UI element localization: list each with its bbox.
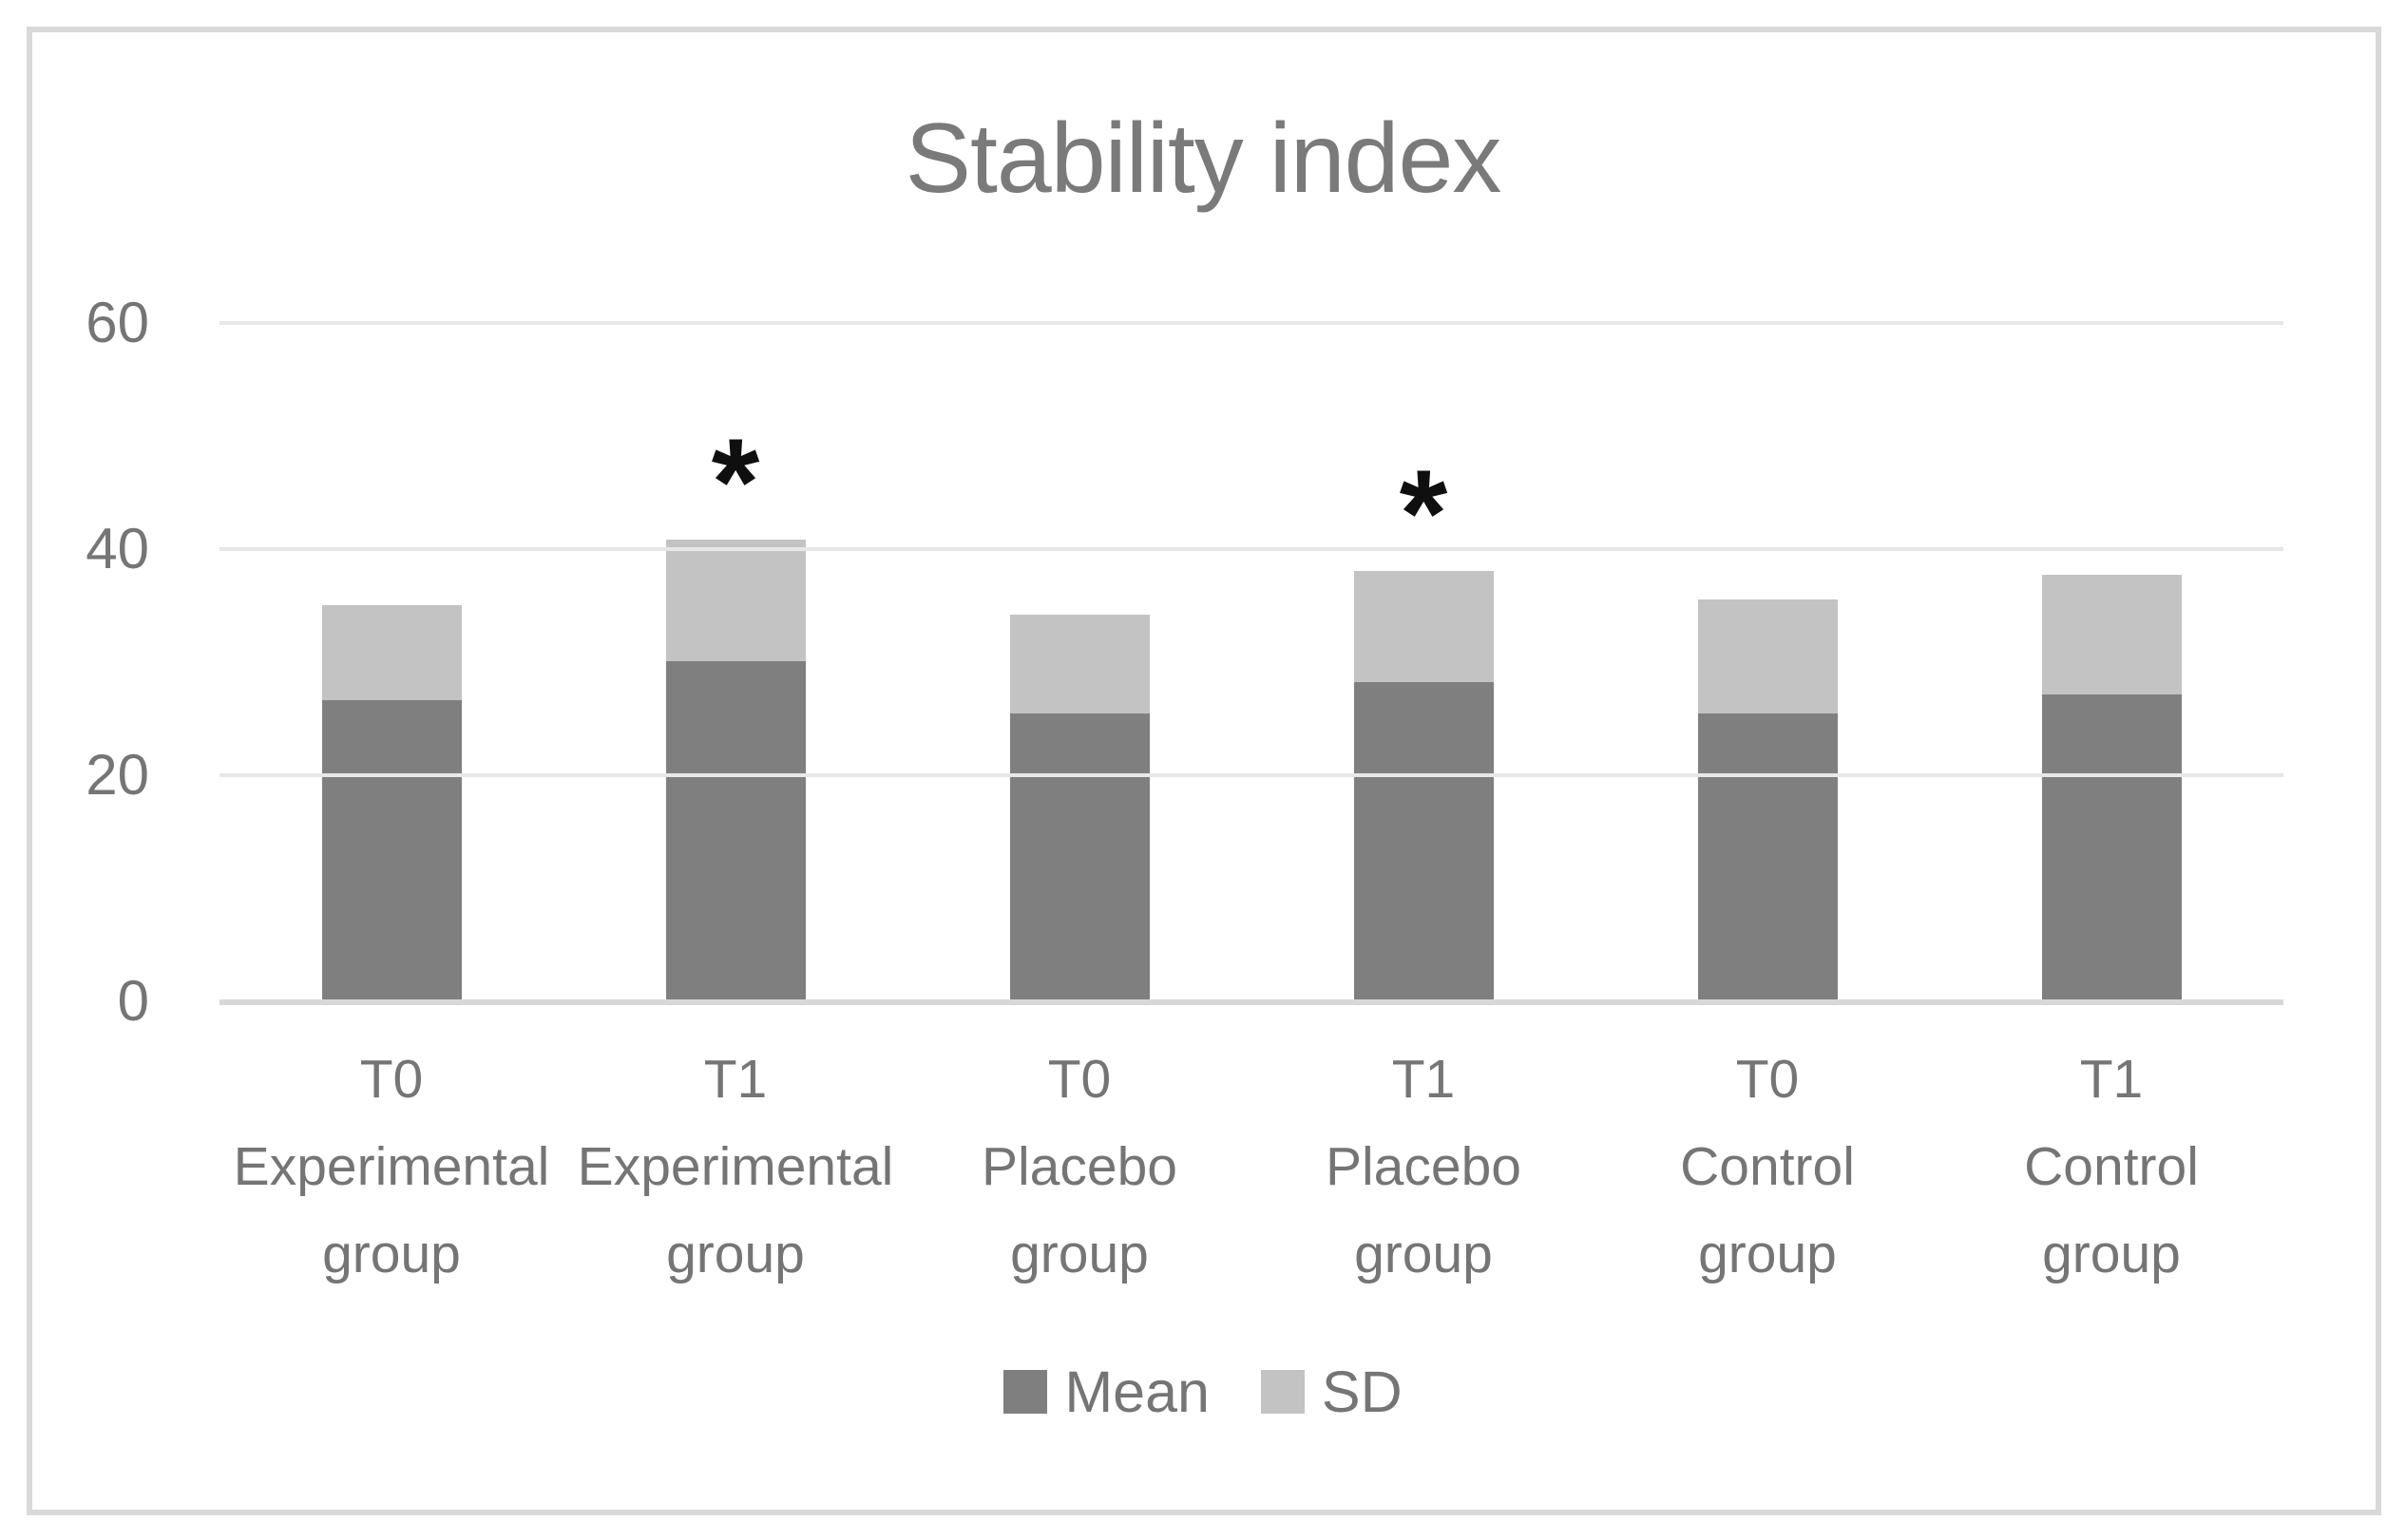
bar-slot-2	[907, 323, 1251, 999]
y-tick-label-0: 0	[117, 969, 149, 1033]
legend: Mean SD	[0, 1359, 2406, 1425]
bar-sd-segment	[321, 604, 462, 700]
x-category-label-5: T1 Control group	[2024, 1049, 2199, 1284]
y-tick-label-20: 20	[86, 743, 149, 807]
plot-area: * *	[220, 321, 2283, 1005]
x-category-label-1: T1 Experimental group	[577, 1049, 894, 1284]
bar-slot-3: *	[1251, 323, 1595, 999]
x-axis-labels: T0 Experimental group T1 Experimental gro…	[220, 1036, 2283, 1298]
bar-sd-segment	[2041, 574, 2182, 694]
bar-slot-0	[220, 323, 563, 999]
bar-mean-segment	[1353, 681, 1494, 999]
y-tick-label-40: 40	[86, 517, 149, 580]
bar-sd-segment	[665, 539, 806, 662]
significance-asterisk: *	[1399, 444, 1448, 583]
x-axis-line	[220, 999, 2283, 1005]
bar-mean-segment	[2041, 694, 2182, 999]
gridline-60	[220, 321, 2283, 325]
legend-label-mean: Mean	[1064, 1359, 1210, 1424]
gridline-40	[220, 547, 2283, 551]
chart-title: Stability index	[905, 104, 1502, 214]
gridline-20	[220, 773, 2283, 777]
y-tick-label-60: 60	[86, 291, 149, 354]
bar-mean-segment	[321, 699, 462, 999]
bar-sd-segment	[1697, 599, 1838, 713]
legend-swatch-mean	[1003, 1370, 1048, 1414]
bar-sd-segment	[1009, 615, 1150, 713]
bar-mean-segment	[1697, 713, 1838, 999]
significance-asterisk: *	[711, 411, 760, 551]
bar-sd-segment	[1353, 571, 1494, 682]
bars-container: * *	[220, 323, 2283, 999]
x-category-label-4: T0 Control group	[1680, 1049, 1855, 1284]
figure-border	[27, 27, 2381, 1515]
legend-swatch-sd	[1260, 1370, 1305, 1414]
legend-label-sd: SD	[1321, 1359, 1403, 1424]
legend-item-sd: SD	[1260, 1359, 1403, 1425]
bar-mean-segment	[665, 661, 806, 999]
bar-slot-5	[1939, 323, 2283, 999]
x-category-label-3: T1 Placebo group	[1326, 1049, 1521, 1284]
legend-item-mean: Mean	[1003, 1359, 1210, 1425]
x-category-label-0: T0 Experimental group	[233, 1049, 550, 1284]
bar-mean-segment	[1009, 713, 1150, 999]
bar-slot-4	[1595, 323, 1939, 999]
bar-slot-1: *	[563, 323, 907, 999]
x-category-label-2: T0 Placebo group	[982, 1049, 1177, 1284]
